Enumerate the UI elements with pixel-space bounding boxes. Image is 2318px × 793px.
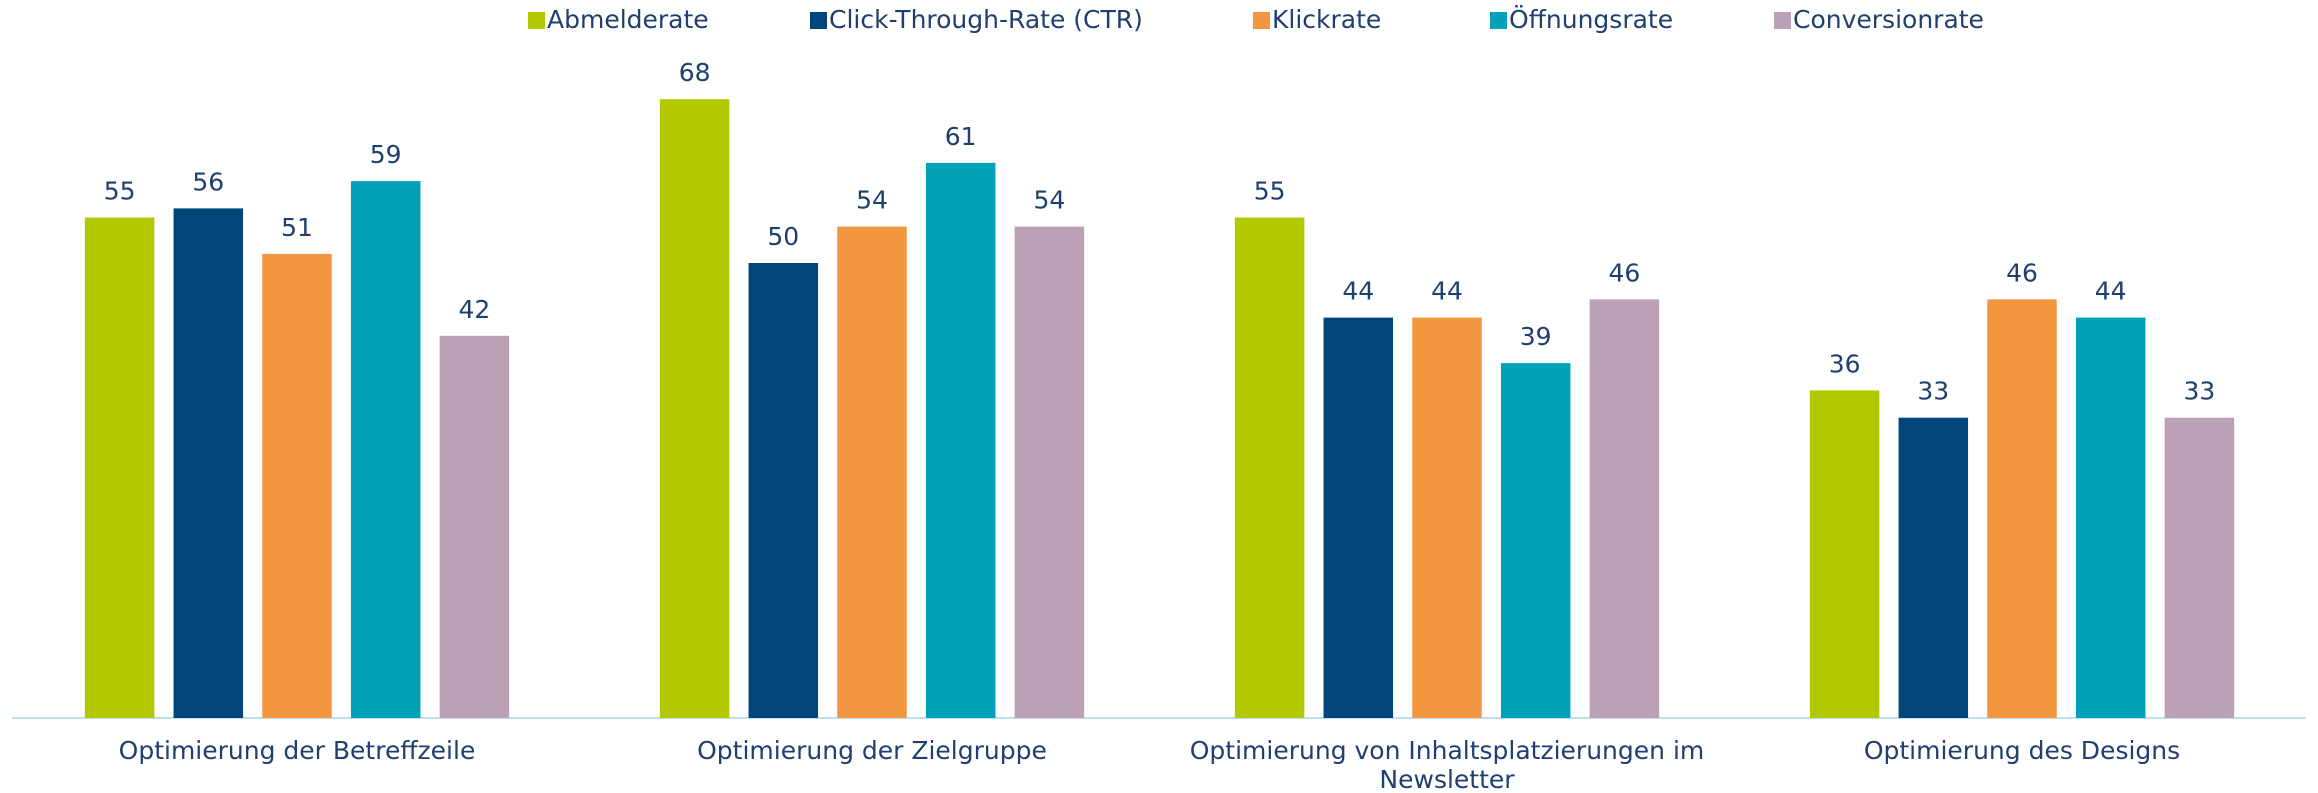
bar (1323, 317, 1394, 718)
data-label: 36 (1829, 349, 1861, 378)
bar (1500, 363, 1571, 718)
bar (925, 162, 996, 718)
bar (659, 99, 730, 718)
data-label: 33 (1917, 377, 1949, 406)
x-tick-label: Optimierung von Inhaltsplatzierungen im … (1189, 736, 1705, 793)
bar (1809, 390, 1880, 718)
x-tick-label: Optimierung der Betreffzeile (118, 736, 476, 765)
legend-swatch (1774, 12, 1791, 29)
bar (1898, 417, 1969, 718)
bar (1412, 317, 1482, 718)
x-tick-label: Optimierung des Designs (1863, 736, 2181, 765)
x-tick-label: Optimierung der Zielgruppe (697, 736, 1047, 765)
bar (262, 253, 332, 718)
bar (439, 335, 510, 718)
bar (1987, 299, 2057, 718)
data-label: 68 (679, 58, 711, 87)
data-label: 54 (1033, 186, 1065, 215)
legend-swatch (1490, 12, 1507, 29)
bar (1014, 226, 1085, 718)
data-label: 46 (1608, 258, 1640, 287)
data-label: 61 (945, 122, 977, 151)
legend-swatch (810, 12, 827, 29)
data-label: 44 (1342, 277, 1374, 306)
legend-label: Conversionrate (1793, 5, 1984, 34)
data-label: 54 (856, 186, 888, 215)
data-label: 33 (2183, 377, 2215, 406)
legend-label: Abmelderate (547, 5, 709, 34)
bar (350, 181, 421, 719)
bar (84, 217, 155, 718)
data-label: 39 (1520, 322, 1552, 351)
legend-swatch (528, 12, 545, 29)
data-label: 50 (767, 222, 799, 251)
legend-label: Click-Through-Rate (CTR) (829, 5, 1143, 34)
data-label: 46 (2006, 258, 2038, 287)
legend-label: Öffnungsrate (1509, 5, 1673, 34)
data-label: 42 (458, 295, 490, 324)
bar (2075, 317, 2146, 718)
data-label: 55 (1254, 177, 1286, 206)
data-label: 56 (192, 167, 224, 196)
data-label: 59 (370, 140, 402, 169)
legend-swatch (1253, 12, 1270, 29)
bar (1234, 217, 1305, 718)
data-label: 55 (104, 177, 136, 206)
bar (2164, 417, 2235, 718)
bar (748, 263, 819, 718)
data-label: 44 (2095, 277, 2127, 306)
legend-label: Klickrate (1272, 5, 1381, 34)
bar (173, 208, 244, 718)
bar (837, 226, 907, 718)
data-label: 44 (1431, 277, 1463, 306)
bar (1589, 299, 1660, 718)
data-label: 51 (281, 213, 313, 242)
